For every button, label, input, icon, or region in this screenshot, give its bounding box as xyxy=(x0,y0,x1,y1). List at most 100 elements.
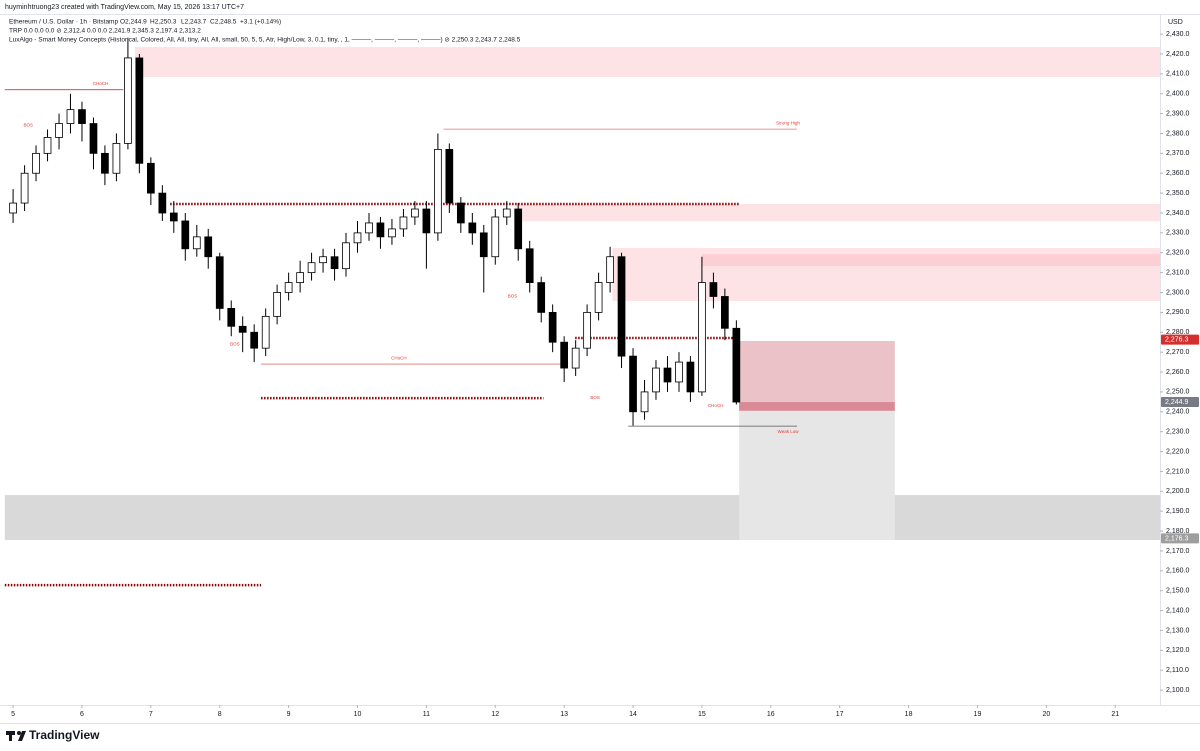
candle-body xyxy=(78,109,86,124)
candle-body xyxy=(721,296,729,329)
x-tick-label: 5 xyxy=(11,711,15,718)
y-tick-label: 2,430.0 xyxy=(1166,31,1189,38)
candle-body xyxy=(445,148,454,204)
zone xyxy=(739,341,895,403)
candle-body xyxy=(204,236,213,258)
y-tick-label: 2,310.0 xyxy=(1166,269,1189,276)
y-tick-label: 2,240.0 xyxy=(1166,409,1189,416)
price-label: 2,276.3 xyxy=(1165,336,1188,343)
zone xyxy=(701,254,1160,267)
candle-body xyxy=(353,232,362,244)
candle-body xyxy=(399,216,408,230)
x-tick-label: 18 xyxy=(905,711,913,718)
x-tick-label: 13 xyxy=(560,711,568,718)
candle-body xyxy=(583,311,591,349)
candle-body xyxy=(698,282,706,393)
annotation: CHoCH xyxy=(708,403,724,408)
candle-body xyxy=(307,262,316,274)
price-label-bg xyxy=(1161,533,1199,544)
x-tick-label: 21 xyxy=(1111,711,1119,718)
price-label-bg xyxy=(1161,334,1199,345)
caption: huyminhtruong23 created with TradingView… xyxy=(5,4,244,11)
candle-body xyxy=(502,208,511,218)
candle-body xyxy=(675,361,683,383)
zone xyxy=(739,402,895,411)
candle-body xyxy=(32,152,40,174)
candle-body xyxy=(663,367,672,383)
candle-body xyxy=(732,327,741,403)
indicator-smc: LuxAlgo - Smart Money Concepts (Historic… xyxy=(9,37,521,44)
candle-body xyxy=(181,220,190,250)
candle-body xyxy=(112,143,121,174)
legend-low: L2,243.7 xyxy=(181,19,207,26)
candle-body xyxy=(261,315,270,349)
x-tick-label: 9 xyxy=(287,711,291,718)
candle-body xyxy=(709,282,718,297)
y-tick-label: 2,160.0 xyxy=(1166,568,1189,575)
candle-body xyxy=(273,292,281,317)
candle-body xyxy=(9,202,17,214)
candle-body xyxy=(43,137,52,154)
candle-body xyxy=(55,123,63,138)
candle-body xyxy=(147,162,155,194)
y-tick-label: 2,290.0 xyxy=(1166,309,1189,316)
zone xyxy=(739,402,895,541)
candle-body xyxy=(376,222,385,238)
legend-change: +3.1 (+0.14%) xyxy=(240,19,281,26)
brand-logo xyxy=(6,731,26,741)
candle-body xyxy=(20,172,29,204)
legend-symbol: Ethereum / U.S. Dollar · 1h · Bitstamp xyxy=(9,19,118,26)
candle-body xyxy=(66,109,75,124)
candle-body xyxy=(158,192,167,214)
y-tick-label: 2,260.0 xyxy=(1166,369,1189,376)
y-tick-label: 2,340.0 xyxy=(1166,210,1189,217)
y-tick-label: 2,410.0 xyxy=(1166,71,1189,78)
annotation: BOS xyxy=(230,341,240,346)
y-tick-label: 2,170.0 xyxy=(1166,548,1189,555)
annotation: Strong High xyxy=(776,121,800,126)
candle-body xyxy=(491,216,500,258)
y-tick-label: 2,400.0 xyxy=(1166,91,1189,98)
candle-body xyxy=(238,325,247,333)
candle-body xyxy=(215,256,224,309)
x-tick-label: 6 xyxy=(80,711,84,718)
annotation: BOS xyxy=(590,395,600,400)
x-tick-label: 16 xyxy=(767,711,775,718)
candle-body xyxy=(560,341,569,369)
legend-high: H2,250.3 xyxy=(150,19,177,26)
candle-body xyxy=(686,361,695,393)
y-tick-label: 2,180.0 xyxy=(1166,528,1189,535)
y-tick-label: 2,230.0 xyxy=(1166,429,1189,436)
annotation: CHoCH xyxy=(93,81,109,86)
x-tick-label: 17 xyxy=(836,711,844,718)
candle-body xyxy=(169,212,178,222)
x-tick-label: 15 xyxy=(698,711,706,718)
y-tick-label: 2,150.0 xyxy=(1166,588,1189,595)
y-tick-label: 2,210.0 xyxy=(1166,468,1189,475)
annotation: Weak Low xyxy=(778,429,800,434)
y-tick-label: 2,360.0 xyxy=(1166,170,1189,177)
y-tick-label: 2,370.0 xyxy=(1166,150,1189,157)
y-tick-label: 2,220.0 xyxy=(1166,448,1189,455)
y-tick-label: 2,120.0 xyxy=(1166,647,1189,654)
candle-body xyxy=(227,308,236,327)
candle-body xyxy=(411,208,419,218)
candle-body xyxy=(456,202,465,224)
candle-body xyxy=(652,367,660,393)
candle-body xyxy=(594,282,603,313)
x-tick-label: 10 xyxy=(354,711,362,718)
x-tick-label: 7 xyxy=(149,711,153,718)
annotation: CHoCH xyxy=(391,355,407,360)
y-tick-label: 2,320.0 xyxy=(1166,250,1189,257)
plot: Strong High Weak Low CHoCH CHoCH BOS BOS BOS BO… xyxy=(4,38,1160,587)
annotation: BOS xyxy=(508,294,518,299)
x-tick-label: 14 xyxy=(629,711,637,718)
y-tick-label: 2,350.0 xyxy=(1166,190,1189,197)
indicator-trp: TRP 0.0 0.0 0.0 ⊘ 2,312.4 0.0 0.0 2,241.… xyxy=(9,28,201,35)
x-tick-label: 8 xyxy=(218,711,222,718)
candle-body xyxy=(192,236,201,250)
y-tick-label: 2,390.0 xyxy=(1166,110,1189,117)
